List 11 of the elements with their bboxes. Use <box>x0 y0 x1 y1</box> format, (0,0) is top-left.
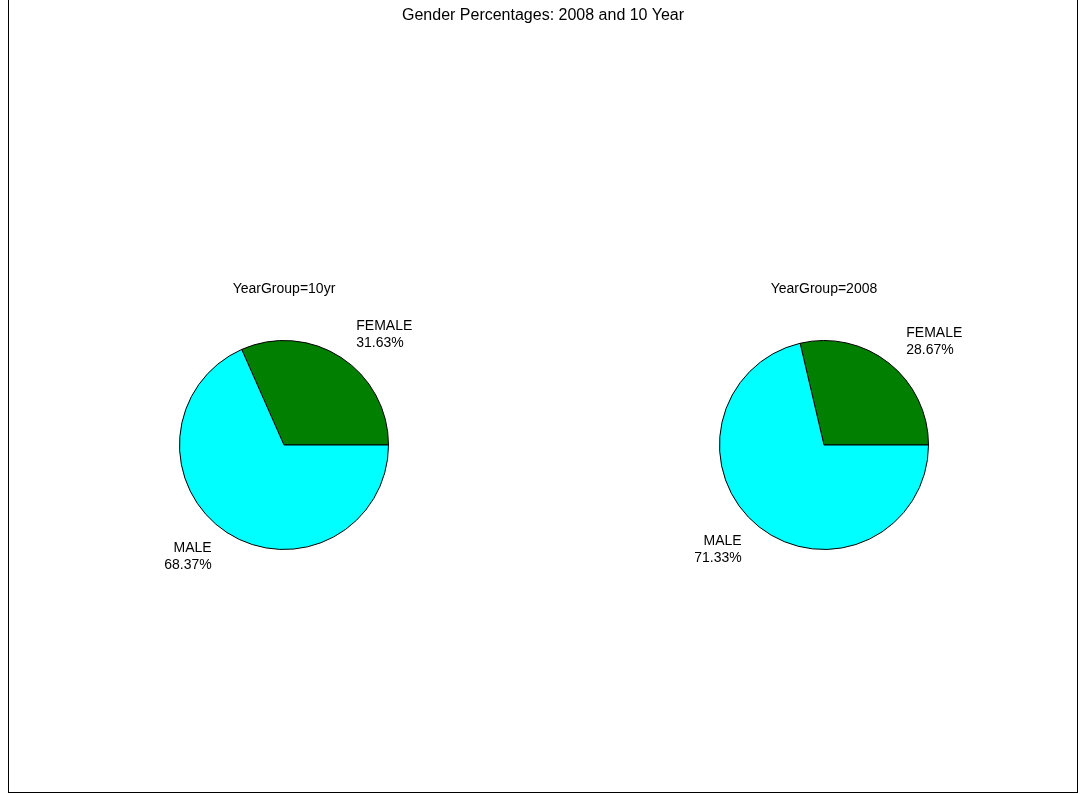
slice-label: FEMALE <box>356 316 413 333</box>
data-label: 28.67% <box>906 341 954 358</box>
chart-title: YearGroup=10yr <box>231 280 337 298</box>
slice-label: MALE <box>703 531 742 548</box>
text: Gender Percentages: 2008 and 10 Year <box>401 6 685 24</box>
data-label: 71.33% <box>694 548 742 565</box>
data-label: 68.37% <box>164 555 212 572</box>
chart-title: YearGroup=2008 <box>769 280 879 298</box>
slice-label: FEMALE <box>906 324 963 341</box>
slice-label: MALE <box>173 538 212 555</box>
data-label: 31.63% <box>356 333 404 350</box>
